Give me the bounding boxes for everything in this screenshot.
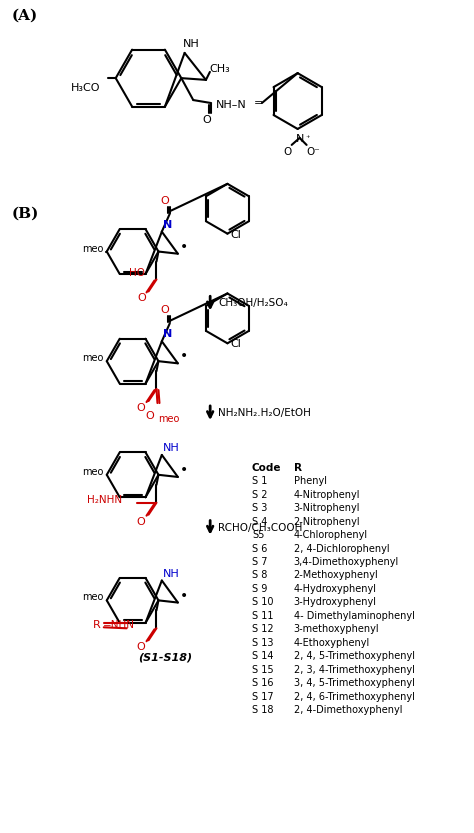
Text: S 16: S 16 (252, 678, 273, 688)
Text: NH: NH (163, 568, 180, 578)
Text: •: • (180, 240, 188, 254)
Text: S 7: S 7 (252, 557, 267, 567)
Text: meo: meo (82, 592, 104, 602)
Text: R: R (93, 621, 101, 631)
Text: N: N (163, 329, 172, 339)
Text: R: R (294, 463, 301, 473)
Text: (B): (B) (11, 207, 39, 221)
Text: S 10: S 10 (252, 597, 273, 607)
Text: =NHN: =NHN (102, 621, 135, 631)
Text: O: O (137, 642, 146, 652)
Text: H₂NHN: H₂NHN (87, 495, 122, 505)
Text: S 14: S 14 (252, 651, 273, 661)
Text: 4-Nitrophenyl: 4-Nitrophenyl (294, 490, 360, 500)
Text: 3-methoxyphenyl: 3-methoxyphenyl (294, 624, 379, 634)
Text: •: • (180, 463, 188, 477)
Text: meo: meo (158, 414, 180, 424)
Text: =: = (254, 98, 263, 108)
Text: O: O (146, 411, 155, 421)
Text: NH–N: NH–N (216, 100, 247, 110)
Text: HO: HO (128, 268, 145, 278)
Text: O: O (138, 293, 146, 303)
Text: 2, 4-Dimethoxyphenyl: 2, 4-Dimethoxyphenyl (294, 705, 402, 715)
Text: 4-Chlorophenyl: 4-Chlorophenyl (294, 530, 368, 540)
Text: S 18: S 18 (252, 705, 273, 715)
Text: Cl: Cl (230, 339, 241, 349)
Text: O: O (283, 147, 292, 157)
Text: S 8: S 8 (252, 571, 267, 581)
Text: N: N (163, 220, 172, 230)
Text: meo: meo (82, 466, 104, 476)
Text: meo: meo (82, 243, 104, 253)
Text: Phenyl: Phenyl (294, 476, 327, 486)
Text: meo: meo (82, 353, 104, 363)
Text: RCHO/CH₃COOH: RCHO/CH₃COOH (218, 522, 302, 532)
Text: 2, 4, 6-Trimethoxyphenyl: 2, 4, 6-Trimethoxyphenyl (294, 691, 415, 701)
Text: S 1: S 1 (252, 476, 267, 486)
Text: Code: Code (252, 463, 282, 473)
Text: O⁻: O⁻ (307, 147, 320, 157)
Text: 2, 3, 4-Trimethoxyphenyl: 2, 3, 4-Trimethoxyphenyl (294, 665, 415, 675)
Text: S 15: S 15 (252, 665, 273, 675)
Text: O: O (137, 403, 146, 413)
Text: 2-Nitrophenyl: 2-Nitrophenyl (294, 516, 360, 526)
Text: 3,4-Dimethoxyphenyl: 3,4-Dimethoxyphenyl (294, 557, 399, 567)
Text: 4- Dimethylaminophenyl: 4- Dimethylaminophenyl (294, 611, 415, 621)
Text: ⁺: ⁺ (306, 134, 310, 143)
Text: NH₂NH₂.H₂O/EtOH: NH₂NH₂.H₂O/EtOH (218, 408, 311, 418)
Text: NH: NH (163, 443, 180, 453)
Text: CH₃: CH₃ (209, 64, 230, 74)
Text: S 12: S 12 (252, 624, 273, 634)
Text: S5: S5 (252, 530, 264, 540)
Text: 2, 4, 5-Trimethoxyphenyl: 2, 4, 5-Trimethoxyphenyl (294, 651, 415, 661)
Text: O: O (137, 516, 146, 526)
Text: S 6: S 6 (252, 544, 267, 554)
Text: O: O (160, 306, 169, 316)
Text: S 13: S 13 (252, 638, 273, 648)
Text: S 9: S 9 (252, 584, 267, 594)
Text: S 11: S 11 (252, 611, 273, 621)
Text: S 17: S 17 (252, 691, 273, 701)
Text: •: • (180, 589, 188, 602)
Text: S 4: S 4 (252, 516, 267, 526)
Text: (S1-S18): (S1-S18) (138, 652, 192, 662)
Text: S 2: S 2 (252, 490, 267, 500)
Text: 3-Hydroxyphenyl: 3-Hydroxyphenyl (294, 597, 377, 607)
Text: N: N (295, 134, 304, 144)
Text: 3-Nitrophenyl: 3-Nitrophenyl (294, 503, 360, 513)
Text: 2-Methoxyphenyl: 2-Methoxyphenyl (294, 571, 378, 581)
Text: O: O (203, 115, 211, 125)
Text: S 3: S 3 (252, 503, 267, 513)
Text: 4-Hydroxyphenyl: 4-Hydroxyphenyl (294, 584, 377, 594)
Text: 4-Ethoxyphenyl: 4-Ethoxyphenyl (294, 638, 370, 648)
Text: CH₃OH/H₂SO₄: CH₃OH/H₂SO₄ (218, 298, 288, 308)
Text: H₃CO: H₃CO (71, 83, 100, 93)
Text: •: • (180, 349, 188, 363)
Text: 2, 4-Dichlorophenyl: 2, 4-Dichlorophenyl (294, 544, 389, 554)
Text: O: O (160, 196, 169, 206)
Text: (A): (A) (11, 8, 37, 22)
Text: 3, 4, 5-Trimethoxyphenyl: 3, 4, 5-Trimethoxyphenyl (294, 678, 415, 688)
Text: NH: NH (182, 39, 200, 49)
Text: Cl: Cl (230, 230, 241, 240)
